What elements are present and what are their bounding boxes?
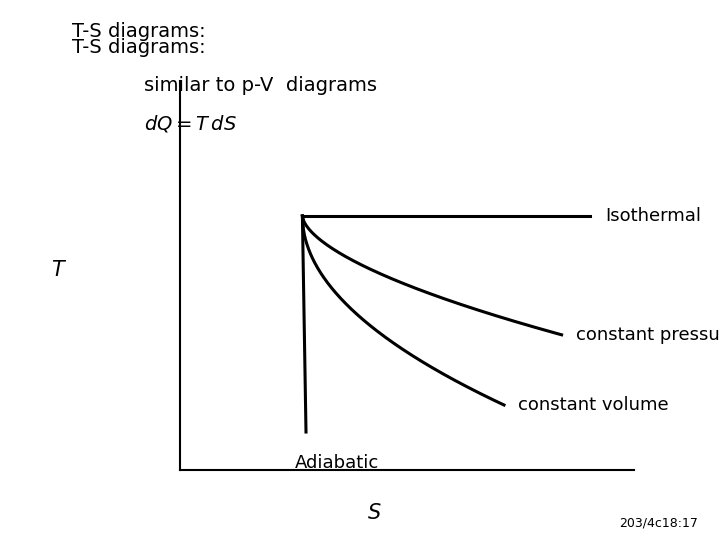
Text: constant volume: constant volume <box>518 396 669 414</box>
Text: S: S <box>368 503 381 523</box>
Text: similar to p-V  diagrams: similar to p-V diagrams <box>144 76 377 94</box>
Text: Isothermal: Isothermal <box>605 207 701 225</box>
Text: $dQ = T\,dS$: $dQ = T\,dS$ <box>144 113 237 134</box>
Text: constant pressure: constant pressure <box>576 326 720 344</box>
Text: Adiabatic: Adiabatic <box>295 454 379 471</box>
Text: T-S diagrams:: T-S diagrams: <box>72 38 206 57</box>
Text: T-S diagrams:: T-S diagrams: <box>72 22 206 40</box>
Text: 203/4c18:17: 203/4c18:17 <box>619 516 698 529</box>
Text: T: T <box>51 260 64 280</box>
